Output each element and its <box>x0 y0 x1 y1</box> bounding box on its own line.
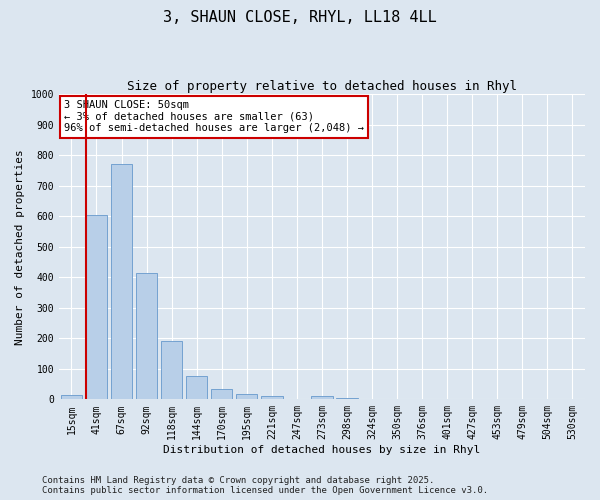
Bar <box>161 342 182 400</box>
Text: Contains HM Land Registry data © Crown copyright and database right 2025.
Contai: Contains HM Land Registry data © Crown c… <box>42 476 488 495</box>
Bar <box>236 394 257 400</box>
Bar <box>186 376 208 400</box>
Y-axis label: Number of detached properties: Number of detached properties <box>15 149 25 344</box>
Bar <box>86 214 107 400</box>
Bar <box>211 388 232 400</box>
Text: 3, SHAUN CLOSE, RHYL, LL18 4LL: 3, SHAUN CLOSE, RHYL, LL18 4LL <box>163 10 437 25</box>
Bar <box>311 396 332 400</box>
Bar <box>111 164 132 400</box>
Title: Size of property relative to detached houses in Rhyl: Size of property relative to detached ho… <box>127 80 517 93</box>
Text: 3 SHAUN CLOSE: 50sqm
← 3% of detached houses are smaller (63)
96% of semi-detach: 3 SHAUN CLOSE: 50sqm ← 3% of detached ho… <box>64 100 364 134</box>
Bar <box>337 398 358 400</box>
Bar <box>261 396 283 400</box>
Bar <box>136 272 157 400</box>
X-axis label: Distribution of detached houses by size in Rhyl: Distribution of detached houses by size … <box>163 445 481 455</box>
Bar <box>61 395 82 400</box>
